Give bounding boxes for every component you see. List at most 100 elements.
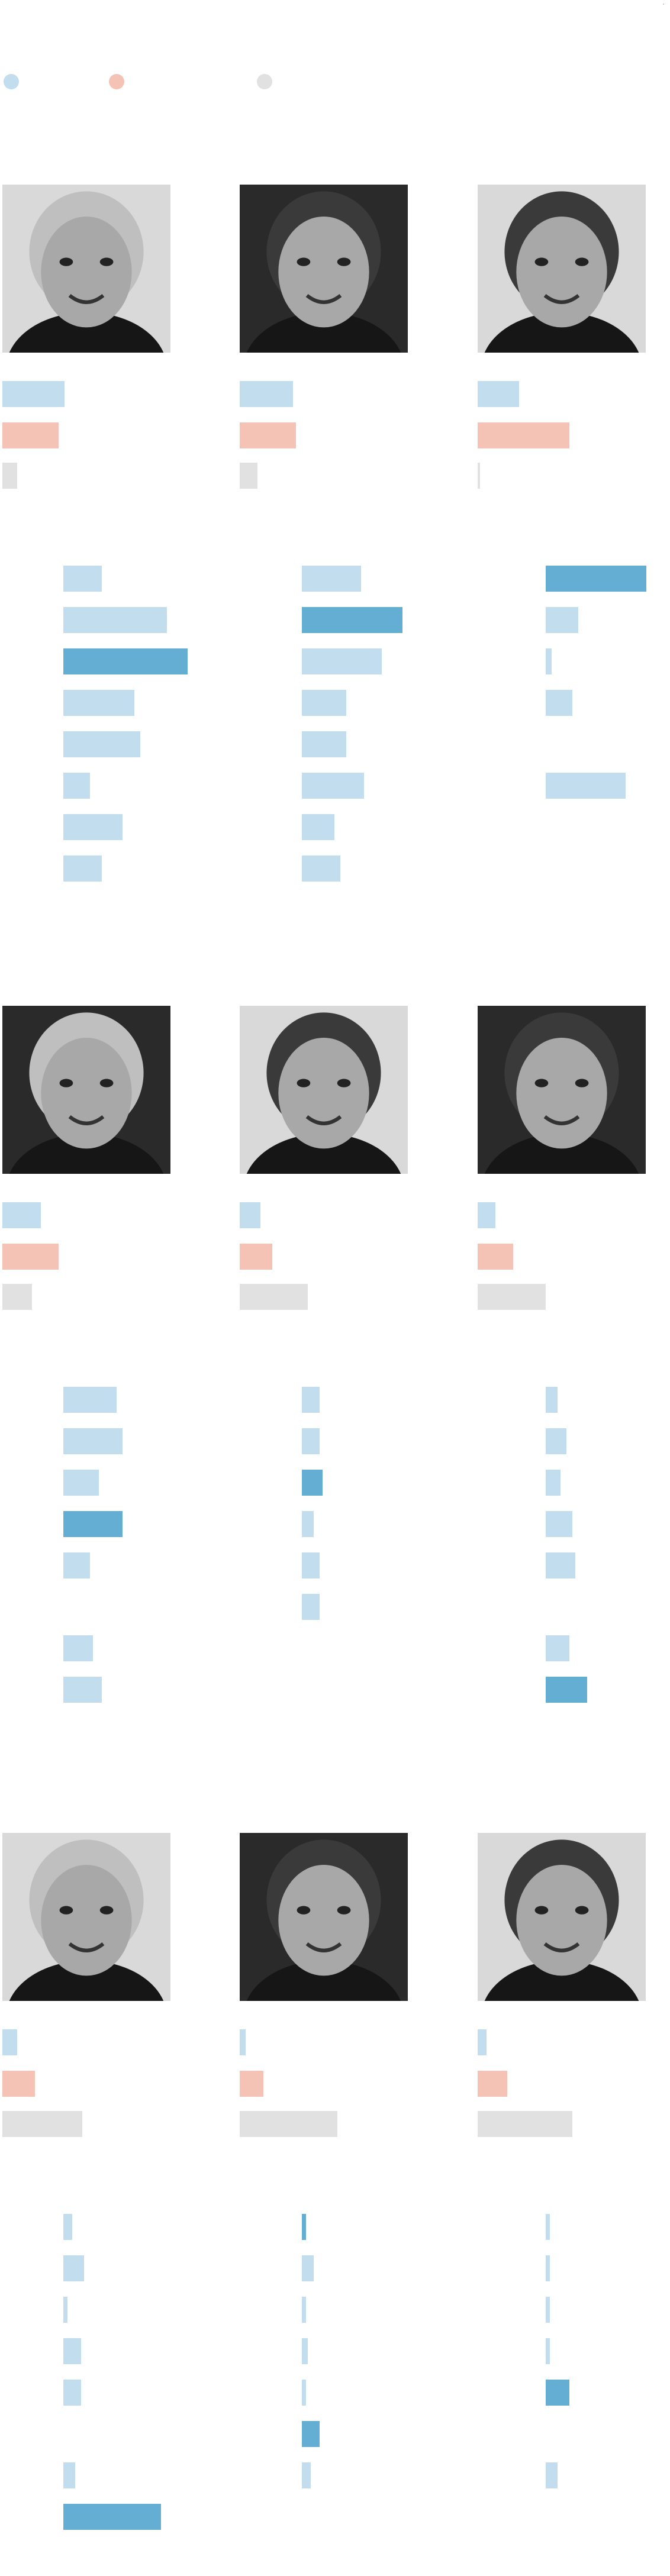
person-portrait-icon [478, 1833, 646, 2001]
candidate-2-detail-bar-6 [302, 773, 364, 799]
candidate-8-detail-bar-6 [302, 2421, 320, 2447]
candidate-7-detail-bar-8 [63, 2504, 161, 2530]
person-portrait-icon [240, 1006, 408, 1174]
candidate-8-summary-bar-blue [240, 2029, 246, 2055]
legend-dot-salmon [109, 74, 124, 89]
candidate-4-summary-bar-salmon [2, 1244, 59, 1270]
candidate-2-detail-bar-5 [302, 731, 346, 757]
candidate-1-summary-bar-grey [2, 463, 17, 489]
candidate-8-detail-bar-1 [302, 2214, 306, 2240]
candidate-6-detail-bar-1 [546, 1387, 558, 1413]
person-portrait-icon [2, 1006, 170, 1174]
candidate-5-summary-bar-grey [240, 1284, 308, 1310]
candidate-8-detail-bar-5 [302, 2380, 306, 2406]
candidate-5-detail-bar-2 [302, 1428, 320, 1454]
candidate-2-summary-bar-salmon [240, 422, 296, 448]
candidate-4-detail-bar-2 [63, 1428, 123, 1454]
candidate-6-detail-bar-4 [546, 1511, 572, 1537]
candidate-4-detail-bar-7 [63, 1635, 93, 1661]
candidate-5-detail-bar-3 [302, 1470, 323, 1496]
candidate-4-detail-bar-1 [63, 1387, 117, 1413]
candidate-3-summary-bar-grey [478, 463, 480, 489]
candidate-1-summary-bar-salmon [2, 422, 59, 448]
candidate-5-detail-bar-5 [302, 1552, 320, 1578]
candidate-1-detail-bar-8 [63, 856, 102, 882]
candidate-3-detail-bar-3 [546, 648, 552, 674]
candidate-5-summary-bar-salmon [240, 1244, 272, 1270]
person-portrait-icon [478, 1006, 646, 1174]
candidate-6-summary-bar-salmon [478, 1244, 513, 1270]
candidate-2-detail-bar-8 [302, 856, 340, 882]
candidate-1-detail-bar-4 [63, 690, 134, 716]
candidate-8-summary-bar-salmon [240, 2071, 263, 2097]
candidate-7-detail-bar-4 [63, 2338, 81, 2364]
candidate-6-detail-bar-3 [546, 1470, 561, 1496]
candidate-7-detail-bar-5 [63, 2380, 81, 2406]
candidate-9-detail-bar-2 [546, 2255, 550, 2281]
candidate-8-detail-bar-7 [302, 2462, 311, 2488]
candidate-3-detail-bar-4 [546, 690, 572, 716]
candidate-6-detail-bar-8 [546, 1677, 587, 1703]
candidate-9-detail-bar-3 [546, 2297, 550, 2323]
candidate-3-detail-bar-1 [546, 566, 646, 592]
candidate-1-detail-bar-7 [63, 814, 123, 840]
corner-mark [663, 4, 664, 5]
candidate-9-summary-bar-blue [478, 2029, 487, 2055]
candidate-3-summary-bar-blue [478, 381, 519, 407]
candidate-4-detail-bar-4 [63, 1511, 123, 1537]
person-portrait-icon [240, 1833, 408, 2001]
candidate-9-summary-bar-grey [478, 2111, 572, 2137]
legend-dot-grey [257, 74, 272, 89]
candidate-2-detail-bar-1 [302, 566, 361, 592]
candidate-5-detail-bar-6 [302, 1594, 320, 1620]
candidate-6-detail-bar-7 [546, 1635, 569, 1661]
candidate-7-detail-bar-1 [63, 2214, 72, 2240]
candidate-2-detail-bar-7 [302, 814, 334, 840]
candidate-4-detail-bar-5 [63, 1552, 90, 1578]
candidate-9-detail-bar-1 [546, 2214, 550, 2240]
candidate-6-summary-bar-blue [478, 1202, 495, 1228]
candidate-7-summary-bar-grey [2, 2111, 82, 2137]
candidate-8-detail-bar-3 [302, 2297, 306, 2323]
candidate-3-detail-bar-2 [546, 607, 578, 633]
candidate-7-summary-bar-salmon [2, 2071, 35, 2097]
candidate-4-summary-bar-grey [2, 1284, 32, 1310]
candidate-1-detail-bar-5 [63, 731, 140, 757]
candidate-5-detail-bar-4 [302, 1511, 314, 1537]
candidate-7-summary-bar-blue [2, 2029, 17, 2055]
candidate-1-summary-bar-blue [2, 381, 65, 407]
candidate-3-detail-bar-6 [546, 773, 626, 799]
candidate-2-detail-bar-3 [302, 648, 382, 674]
candidate-9-detail-bar-7 [546, 2462, 558, 2488]
candidate-2-detail-bar-4 [302, 690, 346, 716]
candidate-2-summary-bar-blue [240, 381, 293, 407]
candidate-8-detail-bar-4 [302, 2338, 308, 2364]
candidate-6-summary-bar-grey [478, 1284, 546, 1310]
candidate-6-detail-bar-5 [546, 1552, 575, 1578]
candidate-8-detail-bar-2 [302, 2255, 314, 2281]
candidate-1-detail-bar-6 [63, 773, 90, 799]
candidate-5-detail-bar-1 [302, 1387, 320, 1413]
candidate-8-summary-bar-grey [240, 2111, 337, 2137]
person-portrait-icon [240, 185, 408, 353]
candidate-3-summary-bar-salmon [478, 422, 569, 448]
candidate-4-detail-bar-8 [63, 1677, 102, 1703]
candidate-7-detail-bar-2 [63, 2255, 84, 2281]
legend-dot-blue [4, 74, 19, 89]
candidate-9-detail-bar-4 [546, 2338, 550, 2364]
candidate-6-detail-bar-2 [546, 1428, 566, 1454]
person-portrait-icon [2, 1833, 170, 2001]
candidate-9-summary-bar-salmon [478, 2071, 507, 2097]
candidate-4-detail-bar-3 [63, 1470, 99, 1496]
candidate-1-detail-bar-1 [63, 566, 102, 592]
candidate-2-detail-bar-2 [302, 607, 402, 633]
candidate-9-detail-bar-5 [546, 2380, 569, 2406]
candidate-2-summary-bar-grey [240, 463, 257, 489]
person-portrait-icon [478, 185, 646, 353]
candidate-5-summary-bar-blue [240, 1202, 260, 1228]
candidate-1-detail-bar-3 [63, 648, 188, 674]
person-portrait-icon [2, 185, 170, 353]
candidate-7-detail-bar-7 [63, 2462, 75, 2488]
candidate-1-detail-bar-2 [63, 607, 167, 633]
